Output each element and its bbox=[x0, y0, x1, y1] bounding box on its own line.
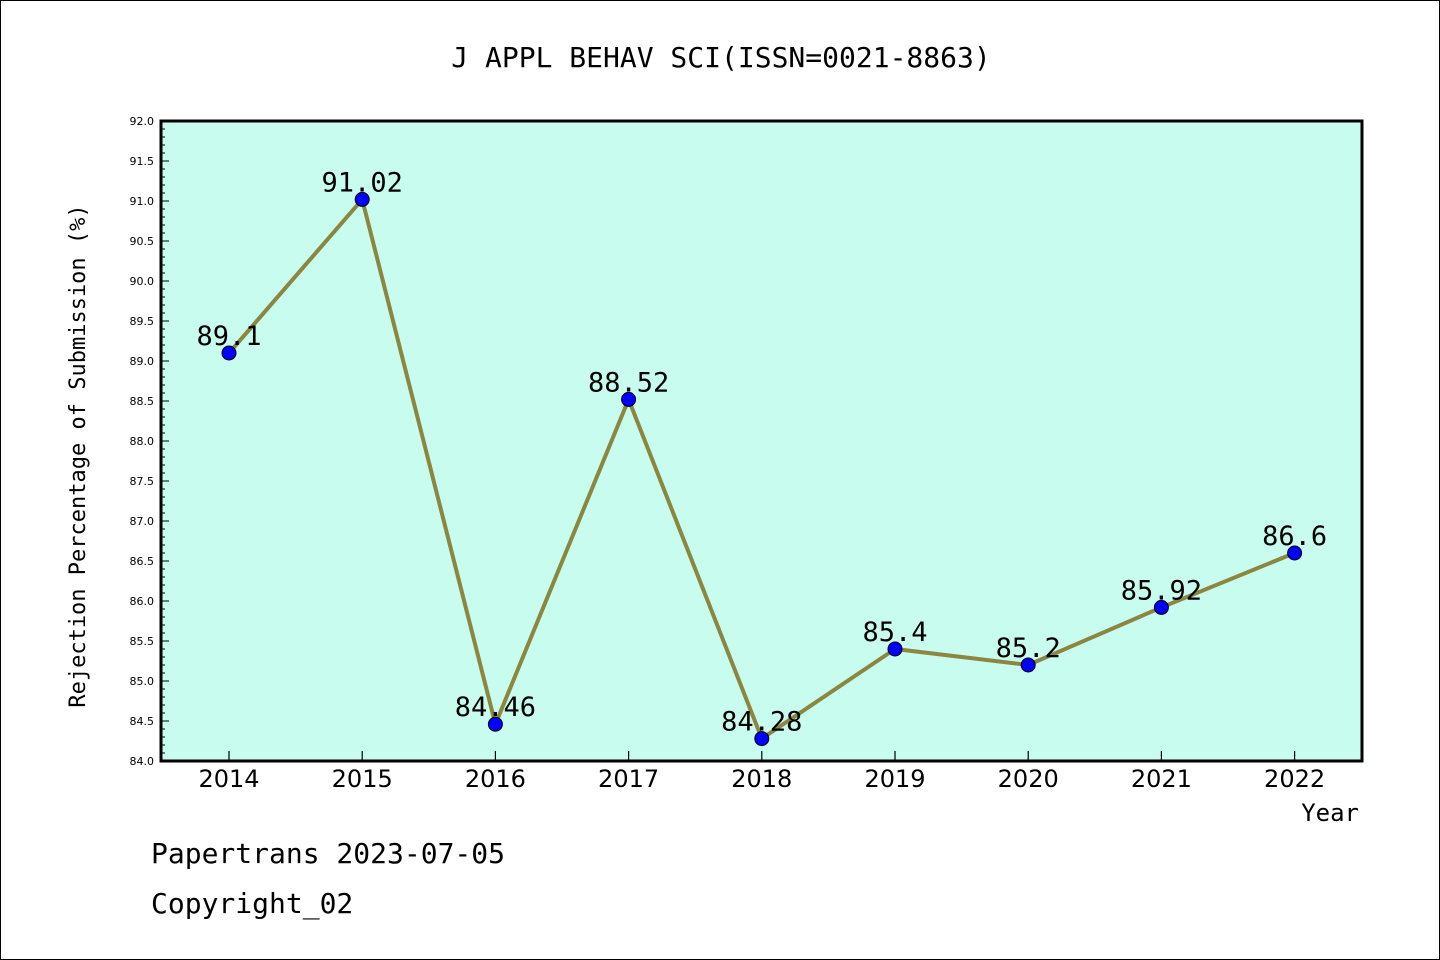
y-axis: 84.0 84.5 85.0 85.5 86.0 86.5 87.0 87.5 88.0 88.5… bbox=[130, 115, 169, 768]
data-point bbox=[1020, 657, 1036, 673]
x-axis-label: Year bbox=[1301, 799, 1359, 827]
x-tick-label: 2014 bbox=[198, 765, 259, 793]
data-label: 84.28 bbox=[721, 707, 802, 738]
y-tick-label: 86.5 bbox=[130, 555, 155, 568]
data-label: 84.46 bbox=[455, 692, 536, 723]
series-markers bbox=[221, 191, 1303, 747]
y-tick-label: 91.0 bbox=[130, 195, 155, 208]
x-tick-label: 2015 bbox=[332, 765, 393, 793]
y-tick-label: 89.0 bbox=[130, 355, 155, 368]
data-point bbox=[621, 391, 637, 407]
y-tick-label: 88.0 bbox=[130, 435, 155, 448]
y-axis-label: Rejection Percentage of Submission (%) bbox=[66, 204, 91, 707]
y-tick-label: 87.5 bbox=[130, 475, 155, 488]
data-labels: 89.1 91.02 84.46 88.52 84.28 85.4 85.2 85.92 86.… bbox=[196, 167, 1327, 737]
y-tick-label: 90.5 bbox=[130, 235, 155, 248]
y-tick-label: 84.5 bbox=[130, 715, 155, 728]
y-tick-label: 90.0 bbox=[130, 275, 155, 288]
y-tick-label: 85.0 bbox=[130, 675, 155, 688]
y-tick-label: 85.5 bbox=[130, 635, 155, 648]
y-tick-label: 88.5 bbox=[130, 395, 155, 408]
y-tick-label: 92.0 bbox=[130, 115, 155, 128]
plot-area bbox=[159, 119, 1364, 763]
data-point bbox=[221, 345, 237, 361]
footer-date: Papertrans 2023-07-05 bbox=[151, 837, 506, 870]
data-point bbox=[487, 716, 503, 732]
chart-title: J APPL BEHAV SCI(ISSN=0021-8863) bbox=[451, 41, 990, 74]
data-label: 85.92 bbox=[1121, 575, 1202, 606]
x-tick-label: 2022 bbox=[1264, 765, 1325, 793]
y-tick-label: 87.0 bbox=[130, 515, 155, 528]
footer-copyright: Copyright_02 bbox=[151, 887, 354, 920]
data-point bbox=[354, 191, 370, 207]
data-label: 86.6 bbox=[1262, 521, 1327, 552]
x-tick-label: 2016 bbox=[465, 765, 526, 793]
data-label: 91.02 bbox=[322, 167, 403, 198]
data-point bbox=[754, 731, 770, 747]
data-label: 85.2 bbox=[996, 633, 1061, 664]
data-point bbox=[1287, 545, 1303, 561]
data-label: 89.1 bbox=[196, 321, 261, 352]
y-tick-label: 89.5 bbox=[130, 315, 155, 328]
y-tick-label: 91.5 bbox=[130, 155, 155, 168]
x-tick-label: 2020 bbox=[998, 765, 1059, 793]
x-axis: 2014 2015 2016 2017 2018 2019 2020 2021 2022 bbox=[198, 751, 1325, 793]
x-tick-label: 2019 bbox=[864, 765, 925, 793]
y-tick-label: 84.0 bbox=[130, 755, 155, 768]
x-tick-label: 2018 bbox=[731, 765, 792, 793]
data-label: 88.52 bbox=[588, 367, 669, 398]
x-tick-label: 2021 bbox=[1131, 765, 1192, 793]
x-tick-label: 2017 bbox=[598, 765, 659, 793]
y-tick-label: 86.0 bbox=[130, 595, 155, 608]
data-point bbox=[1153, 599, 1169, 615]
data-label: 85.4 bbox=[862, 617, 927, 648]
data-point bbox=[887, 641, 903, 657]
